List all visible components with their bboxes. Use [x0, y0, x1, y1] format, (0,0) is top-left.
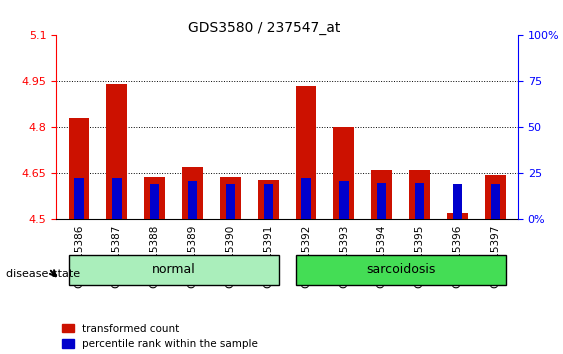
Text: disease state: disease state — [6, 269, 80, 279]
FancyBboxPatch shape — [296, 255, 506, 285]
Bar — [258, 179, 279, 219]
Bar — [453, 184, 462, 219]
Bar — [106, 85, 127, 219]
Text: GDS3580 / 237547_at: GDS3580 / 237547_at — [189, 21, 341, 35]
Legend: transformed count, percentile rank within the sample: transformed count, percentile rank withi… — [61, 324, 258, 349]
FancyBboxPatch shape — [69, 255, 279, 285]
Bar — [333, 127, 354, 219]
Bar — [220, 177, 241, 219]
Bar — [490, 184, 500, 219]
Bar — [144, 177, 165, 219]
Bar — [182, 167, 203, 219]
Bar — [296, 86, 316, 219]
Bar — [372, 170, 392, 219]
Bar — [226, 184, 235, 219]
Bar — [74, 178, 84, 219]
Bar — [112, 178, 122, 219]
Bar — [409, 170, 430, 219]
Bar — [415, 183, 425, 219]
Bar — [263, 184, 273, 219]
Bar — [339, 181, 348, 219]
Bar — [69, 118, 90, 219]
Text: normal: normal — [152, 263, 195, 275]
Bar — [188, 181, 197, 219]
Bar — [301, 178, 311, 219]
Text: sarcoidosis: sarcoidosis — [366, 263, 435, 275]
Bar — [485, 175, 506, 219]
Bar — [377, 183, 386, 219]
Bar — [447, 213, 468, 219]
Bar — [150, 184, 159, 219]
